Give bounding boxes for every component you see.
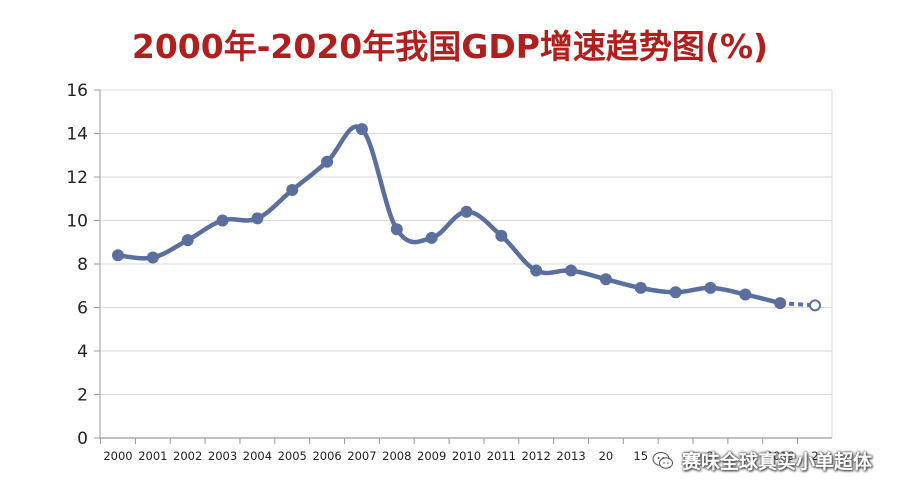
- y-tick-label: 4: [77, 342, 88, 362]
- data-point-2012: [530, 264, 543, 277]
- data-point-2003: [216, 214, 229, 227]
- y-tick-label: 2: [77, 386, 88, 406]
- data-point-2007: [355, 123, 368, 136]
- x-tick-label: 2002: [173, 449, 202, 463]
- x-tick-label: 2009: [417, 449, 446, 463]
- x-tick-label: 15: [633, 449, 648, 463]
- data-point-2014: [599, 273, 612, 286]
- x-tick-label: 20: [599, 449, 614, 463]
- x-tick-label: 2013: [556, 449, 585, 463]
- x-tick-label: 2010: [452, 449, 481, 463]
- data-point-2013: [565, 264, 578, 277]
- data-point-2004: [251, 212, 264, 225]
- data-point-2008: [390, 223, 403, 236]
- y-tick-label: 6: [77, 299, 88, 319]
- x-tick-label: 2011: [487, 449, 516, 463]
- x-tick-label: 2000: [103, 449, 132, 463]
- x-tick-label: 2006: [312, 449, 341, 463]
- data-point-2010: [460, 205, 473, 218]
- data-point-2018: [739, 288, 752, 301]
- y-tick-labels: 0 2 4 6 8 10 12 14 16: [66, 81, 88, 449]
- axes: [94, 89, 832, 444]
- data-point-2002: [181, 234, 194, 247]
- y-tick-label: 8: [77, 255, 88, 275]
- data-point-2019: [774, 297, 787, 310]
- data-point-2011: [495, 229, 508, 242]
- data-point-2000: [112, 249, 124, 262]
- data-points: [112, 123, 821, 312]
- y-tick-label: 12: [66, 168, 88, 188]
- data-point-2001: [146, 251, 159, 264]
- y-tick-label: 16: [66, 81, 88, 101]
- wechat-icon: [652, 450, 674, 472]
- x-tick-label: 2: [707, 449, 714, 463]
- x-tick-labels: 2000 2001 2002 2003 2004 2005 2006 2007 2008 2009…: [103, 449, 818, 463]
- y-tick-label: 10: [66, 212, 88, 232]
- x-tick-label: 2019: [766, 449, 795, 463]
- x-tick-label: 2008: [382, 449, 411, 463]
- watermark-text: 赛味全球真实小单超体: [681, 451, 872, 473]
- data-point-2005: [286, 184, 299, 197]
- data-point-2006: [321, 155, 334, 168]
- x-tick-label: 2003: [208, 449, 237, 463]
- x-tick-label: 2007: [347, 449, 376, 463]
- x-tick-label: 2: [811, 449, 818, 463]
- data-point-2015: [634, 281, 647, 294]
- data-point-2009: [425, 231, 438, 244]
- data-point-2017: [704, 281, 717, 294]
- data-point-2016: [669, 286, 682, 299]
- y-tick-label: 14: [66, 125, 88, 145]
- watermark: 赛味全球真实小单超体: [652, 447, 872, 474]
- x-tick-label: 2004: [243, 449, 272, 463]
- grid-lines: [100, 89, 833, 439]
- series-line-solid: [115, 124, 783, 306]
- x-tick-label: 2012: [522, 449, 551, 463]
- data-point-2020: [809, 299, 821, 312]
- x-tick-label: 2001: [138, 449, 167, 463]
- x-tick-label: 2005: [278, 449, 307, 463]
- chart-title: 2000年-2020年我国GDP增速趋势图(%): [131, 27, 769, 66]
- y-tick-label: 0: [77, 429, 88, 449]
